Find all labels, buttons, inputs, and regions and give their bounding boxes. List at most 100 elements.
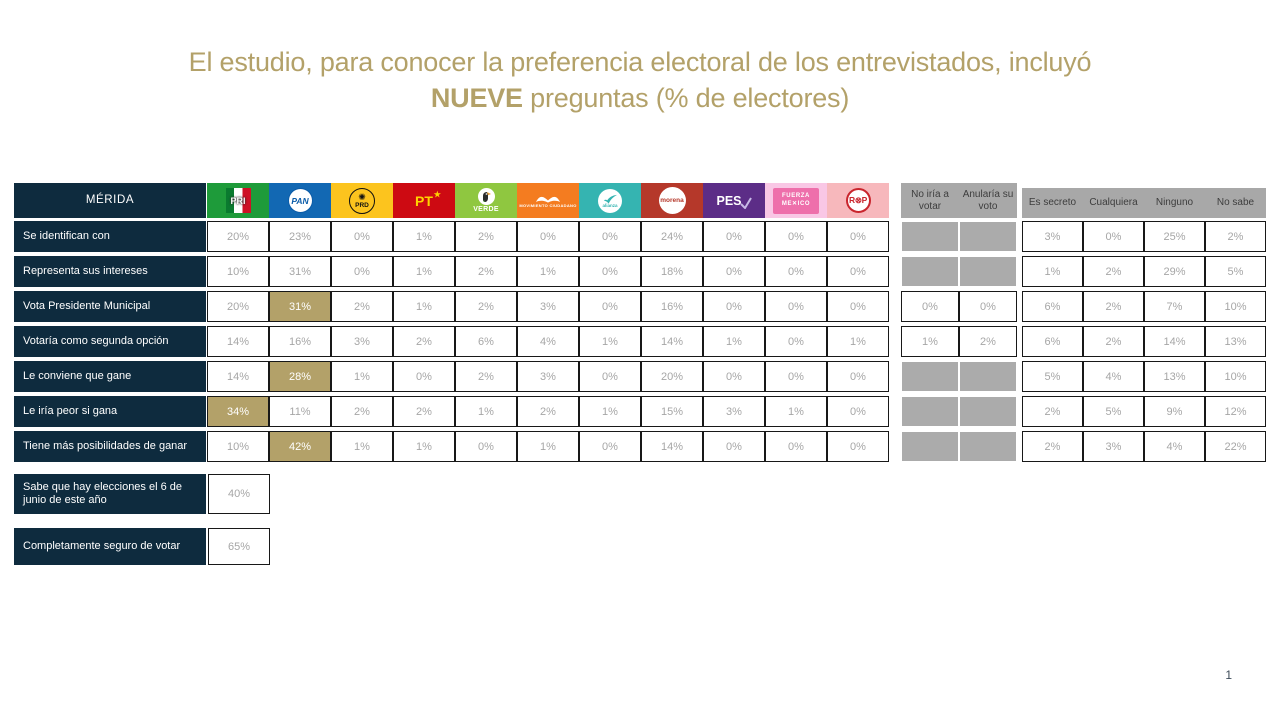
value-cell: 20% bbox=[207, 291, 269, 322]
row-label: Tiene más posibilidades de ganar bbox=[14, 431, 206, 462]
value-cell: 14% bbox=[207, 326, 269, 357]
value-cell: 3% bbox=[331, 326, 393, 357]
value-cell: 2% bbox=[1083, 326, 1144, 357]
value-cell: 0% bbox=[827, 431, 889, 462]
value-cell: 1% bbox=[579, 326, 641, 357]
summary-row-label: Completamente seguro de votar bbox=[14, 528, 206, 565]
value-cell: 15% bbox=[641, 396, 703, 427]
value-cell: 2% bbox=[1083, 291, 1144, 322]
highlighted-value-cell: 42% bbox=[269, 431, 331, 462]
corner-cell-merida: MÉRIDA bbox=[14, 183, 206, 218]
value-cell: 4% bbox=[1144, 431, 1205, 462]
party-header-prd: ✺ PRD bbox=[331, 183, 393, 218]
value-cell: 24% bbox=[641, 221, 703, 252]
value-cell: 4% bbox=[1083, 361, 1144, 392]
value-cell: 0% bbox=[827, 256, 889, 287]
blocked-cell bbox=[959, 361, 1017, 392]
value-cell: 14% bbox=[207, 361, 269, 392]
party-header-rsp: R⊗P bbox=[827, 183, 889, 218]
column-gap bbox=[889, 396, 901, 427]
value-cell: 0% bbox=[901, 291, 959, 322]
value-cell: 9% bbox=[1144, 396, 1205, 427]
column-gap bbox=[889, 221, 901, 252]
page-number: 1 bbox=[1225, 668, 1232, 682]
value-cell: 2% bbox=[1205, 221, 1266, 252]
value-cell: 0% bbox=[827, 396, 889, 427]
party-header-mc: MOVIMIENTO CIUDADANO bbox=[517, 183, 579, 218]
value-cell: 2% bbox=[1022, 396, 1083, 427]
value-cell: 1% bbox=[517, 431, 579, 462]
value-cell: 1% bbox=[703, 326, 765, 357]
value-cell: 1% bbox=[1022, 256, 1083, 287]
value-cell: 1% bbox=[393, 256, 455, 287]
value-cell: 0% bbox=[579, 291, 641, 322]
value-cell: 7% bbox=[1144, 291, 1205, 322]
alianza-logo-icon: alianza bbox=[598, 188, 622, 213]
value-cell: 14% bbox=[1144, 326, 1205, 357]
value-cell: 0% bbox=[765, 326, 827, 357]
value-cell: 6% bbox=[1022, 291, 1083, 322]
value-cell: 1% bbox=[393, 431, 455, 462]
table-row: Representa sus intereses 10% 31% 0% 1% 2% 1% 0%… bbox=[14, 256, 1266, 287]
value-cell: 0% bbox=[703, 431, 765, 462]
value-cell: 0% bbox=[331, 256, 393, 287]
value-cell: 2% bbox=[455, 221, 517, 252]
column-gap bbox=[889, 183, 901, 218]
value-cell: 6% bbox=[455, 326, 517, 357]
value-cell: 3% bbox=[1083, 431, 1144, 462]
value-cell: 2% bbox=[959, 326, 1017, 357]
value-cell: 1% bbox=[579, 396, 641, 427]
value-cell: 10% bbox=[1205, 361, 1266, 392]
value-cell: 16% bbox=[269, 326, 331, 357]
value-cell: 3% bbox=[517, 291, 579, 322]
value-cell: 0% bbox=[827, 361, 889, 392]
value-cell: 2% bbox=[331, 291, 393, 322]
party-header-verde: VERDE bbox=[455, 183, 517, 218]
value-cell: 23% bbox=[269, 221, 331, 252]
header-right-2: Ninguno bbox=[1144, 188, 1205, 218]
value-cell: 0% bbox=[703, 291, 765, 322]
value-cell: 0% bbox=[959, 291, 1017, 322]
party-header-morena: morena bbox=[641, 183, 703, 218]
value-cell: 2% bbox=[517, 396, 579, 427]
blocked-cell bbox=[901, 256, 959, 287]
value-cell: 12% bbox=[1205, 396, 1266, 427]
value-cell: 0% bbox=[579, 256, 641, 287]
blocked-cell bbox=[959, 256, 1017, 287]
value-cell: 22% bbox=[1205, 431, 1266, 462]
pt-logo-icon: PT ★ bbox=[415, 189, 441, 209]
table-row: Votaría como segunda opción 14% 16% 3% 2% 6% 4… bbox=[14, 326, 1266, 357]
value-cell: 14% bbox=[641, 326, 703, 357]
party-header-pri: PRI bbox=[207, 183, 269, 218]
value-cell: 2% bbox=[455, 291, 517, 322]
pri-logo-icon: PRI bbox=[225, 188, 251, 213]
pes-logo-icon: PES bbox=[716, 193, 752, 209]
party-header-fm: FUERZA ME✕ICO bbox=[765, 183, 827, 218]
value-cell: 20% bbox=[641, 361, 703, 392]
value-cell: 2% bbox=[1022, 431, 1083, 462]
party-header-alianza: alianza bbox=[579, 183, 641, 218]
value-cell: 31% bbox=[269, 256, 331, 287]
value-cell: 2% bbox=[393, 326, 455, 357]
value-cell: 2% bbox=[455, 361, 517, 392]
results-table: MÉRIDA PRI PAN ✺ PRD PT ★ VERDE MOVIMIENTO CIUD… bbox=[14, 183, 1266, 565]
fuerza-mexico-logo-icon: FUERZA ME✕ICO bbox=[773, 187, 819, 214]
value-cell: 0% bbox=[765, 256, 827, 287]
party-header-pan: PAN bbox=[269, 183, 331, 218]
rsp-logo-icon: R⊗P bbox=[845, 188, 871, 213]
value-cell: 1% bbox=[517, 256, 579, 287]
table-row: Tiene más posibilidades de ganar 10% 42% 1%… bbox=[14, 431, 1266, 462]
blocked-cell bbox=[901, 431, 959, 462]
value-cell: 25% bbox=[1144, 221, 1205, 252]
slide-title: El estudio, para conocer la preferencia … bbox=[0, 44, 1280, 116]
value-cell: 1% bbox=[455, 396, 517, 427]
value-cell: 0% bbox=[703, 256, 765, 287]
table-row: Se identifican con 20% 23% 0% 1% 2% 0% 0% 24% 0% 0… bbox=[14, 221, 1266, 252]
value-cell: 2% bbox=[331, 396, 393, 427]
summary-value-cell: 65% bbox=[208, 528, 270, 565]
blocked-cell bbox=[901, 361, 959, 392]
value-cell: 18% bbox=[641, 256, 703, 287]
value-cell: 1% bbox=[901, 326, 959, 357]
table-row: Vota Presidente Municipal 20% 31% 2% 1% 2% 3% 0… bbox=[14, 291, 1266, 322]
blocked-cell bbox=[959, 396, 1017, 427]
